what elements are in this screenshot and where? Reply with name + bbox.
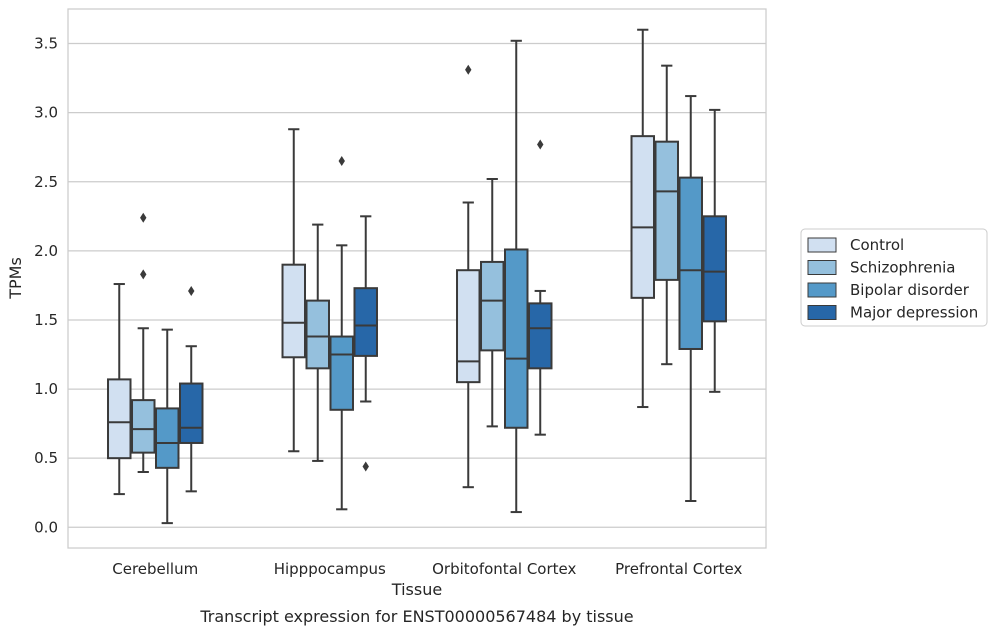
box-iqr: [281, 263, 307, 359]
y-tick-label: 0.5: [34, 449, 58, 467]
x-tick-label: Prefrontal Cortex: [615, 560, 742, 578]
box-2-2: [504, 39, 529, 514]
box-iqr: [702, 215, 727, 323]
box-1-2: [329, 156, 354, 511]
box-1-3: [353, 215, 378, 472]
box-iqr: [305, 299, 331, 370]
legend-frame: [800, 228, 988, 327]
box-iqr: [107, 378, 132, 460]
box-2-0: [456, 64, 481, 489]
y-tick-labels: 0.0 0.5 1.0 1.5 2.0 2.5 3.0 3.5: [34, 35, 58, 537]
legend-swatch: [807, 282, 837, 298]
box-iqr: [678, 176, 703, 350]
box-groups: [107, 28, 727, 525]
box-3-0: [630, 28, 656, 409]
box-0-3: [178, 285, 204, 493]
box-iqr: [527, 302, 553, 370]
x-axis-label: Tissue: [391, 580, 442, 599]
box-iqr: [131, 399, 156, 454]
legend-swatch: [807, 305, 837, 320]
box-iqr: [654, 140, 679, 281]
x-tick-label: Orbitofontal Cortex: [432, 560, 576, 578]
y-tick-label: 1.0: [34, 380, 58, 398]
box-2-3: [527, 139, 553, 436]
y-tick-label: 3.5: [34, 35, 58, 53]
box-0-2: [155, 328, 180, 525]
box-iqr: [178, 382, 204, 444]
y-tick-label: 2.5: [34, 173, 58, 191]
y-tick-label: 1.5: [34, 311, 58, 329]
legend-label: Schizophrenia: [850, 259, 955, 277]
box-2-1: [480, 177, 505, 428]
outlier-point: [338, 156, 345, 167]
box-iqr: [456, 269, 481, 384]
legend-swatch: [807, 237, 837, 253]
x-tick-label: Cerebellum: [112, 560, 198, 578]
chart-caption: Transcript expression for ENST0000056748…: [199, 607, 633, 626]
outlier-point: [537, 139, 544, 150]
outlier-point: [140, 269, 147, 280]
box-iqr: [630, 135, 656, 299]
legend: Control Schizophrenia Bipolar disorder Majo…: [800, 228, 988, 327]
box-0-1: [131, 212, 156, 473]
legend-swatch: [807, 260, 837, 275]
box-iqr: [504, 248, 529, 429]
box-1-0: [281, 128, 307, 453]
box-iqr: [480, 260, 505, 352]
box-3-3: [702, 108, 727, 393]
box-iqr: [329, 335, 354, 411]
outlier-point: [188, 285, 195, 296]
legend-label: Major depression: [850, 304, 978, 322]
x-tick-labels: Cerebellum Hipppocampus Orbitofontal Corte…: [112, 560, 742, 578]
x-tick-label: Hipppocampus: [274, 560, 386, 578]
legend-label: Control: [850, 236, 904, 254]
outlier-point: [465, 64, 472, 75]
box-iqr: [353, 287, 378, 357]
outlier-point: [362, 461, 369, 472]
box-3-1: [654, 64, 679, 366]
y-tick-label: 3.0: [34, 104, 58, 122]
y-axis-label: TPMs: [6, 257, 25, 300]
box-3-2: [678, 95, 703, 503]
y-tick-label: 2.0: [34, 242, 58, 260]
box-iqr: [155, 407, 180, 469]
box-1-1: [305, 223, 331, 462]
y-tick-label: 0.0: [34, 518, 58, 536]
plot-frame: [67, 8, 767, 549]
box-0-0: [107, 283, 132, 496]
legend-label: Bipolar disorder: [850, 281, 970, 299]
outlier-point: [140, 212, 147, 223]
